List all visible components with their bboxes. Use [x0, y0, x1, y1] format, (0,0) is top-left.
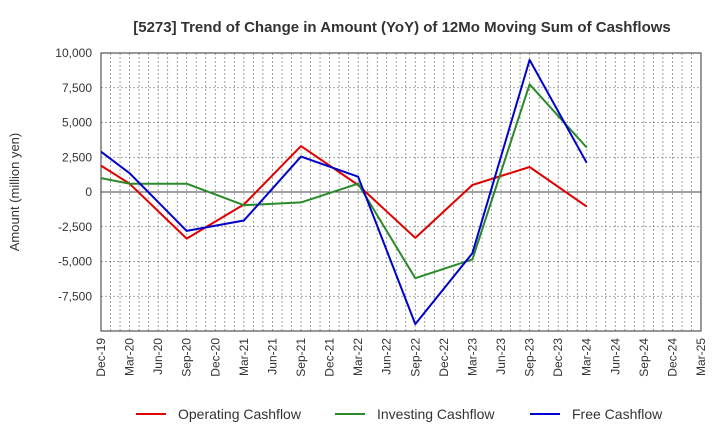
x-tick-label: Sep-23 [523, 338, 537, 377]
x-tick-label: Jun-24 [608, 338, 622, 375]
y-tick-label: 7,500 [62, 81, 92, 95]
y-tick-label: -5,000 [58, 255, 92, 269]
grid [101, 53, 701, 331]
x-tick-label: Mar-21 [237, 338, 251, 376]
x-tick-label: Sep-21 [294, 338, 308, 377]
x-tick-label: Mar-22 [351, 338, 365, 376]
chart-title: [5273] Trend of Change in Amount (YoY) o… [133, 19, 671, 36]
x-tick-label: Jun-22 [380, 338, 394, 375]
y-axis-title: Amount (million yen) [7, 133, 22, 252]
y-tick-label: 10,000 [55, 46, 92, 60]
x-tick-label: Sep-20 [180, 338, 194, 377]
series-line-investing-cashflow [100, 83, 588, 280]
legend-label: Operating Cashflow [178, 406, 302, 422]
legend-label: Investing Cashflow [377, 406, 495, 422]
legend-label: Free Cashflow [572, 406, 663, 422]
y-axis-ticks: 10,000 7,500 5,000 2,500 0 -2,500 -5,000 -7,500 [55, 46, 92, 303]
x-axis-ticks: Dec-19 Mar-20 Jun-20 Sep-20 Dec-20 Mar-21 Jun-… [94, 338, 708, 377]
x-tick-label: Mar-20 [123, 338, 137, 376]
x-tick-label: Dec-20 [208, 338, 222, 377]
series-lines [100, 58, 588, 326]
y-tick-label: 2,500 [62, 150, 92, 164]
legend: Operating Cashflow Investing Cashflow Free… [136, 406, 663, 422]
x-tick-label: Jun-23 [494, 338, 508, 375]
x-tick-label: Mar-23 [465, 338, 479, 376]
plot-frame [100, 52, 702, 332]
x-tick-label: Dec-22 [437, 338, 451, 377]
x-tick-label: Mar-24 [580, 338, 594, 376]
x-tick-label: Jun-21 [265, 338, 279, 375]
y-tick-label: -2,500 [58, 220, 92, 234]
x-tick-label: Dec-23 [551, 338, 565, 377]
x-tick-label: Dec-21 [323, 338, 337, 377]
x-tick-label: Dec-19 [94, 338, 108, 377]
y-tick-label: 0 [85, 185, 92, 199]
y-tick-label: 5,000 [62, 116, 92, 130]
x-tick-label: Mar-25 [694, 338, 708, 376]
x-tick-label: Jun-20 [151, 338, 165, 375]
x-tick-label: Sep-22 [408, 338, 422, 377]
x-tick-label: Sep-24 [637, 338, 651, 377]
series-line-free-cashflow [100, 58, 588, 326]
x-tick-label: Dec-24 [665, 338, 679, 377]
series-line-operating-cashflow [100, 145, 588, 240]
y-tick-label: -7,500 [58, 289, 92, 303]
